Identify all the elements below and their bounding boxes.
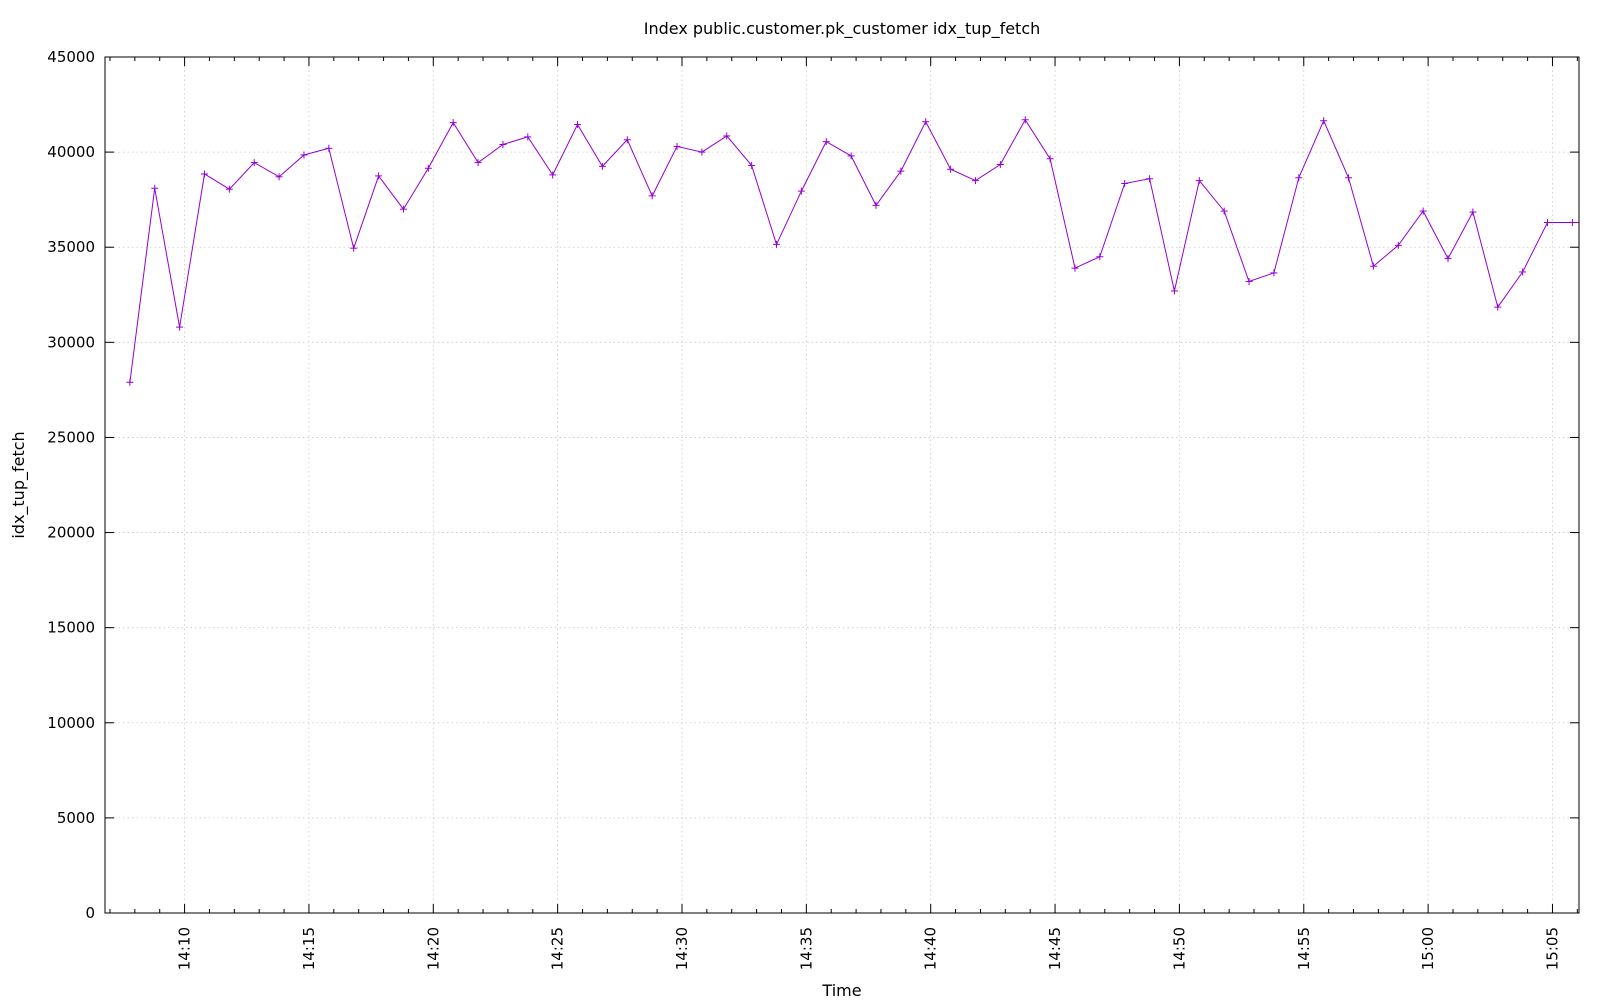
data-point: [797, 187, 805, 195]
y-tick-label: 45000: [47, 48, 95, 66]
data-point: [375, 172, 383, 180]
data-point: [897, 167, 905, 175]
data-point: [1469, 208, 1477, 216]
data-point: [250, 159, 258, 167]
data-point: [499, 141, 507, 149]
x-tick-label: 14:40: [922, 927, 940, 970]
x-tick-label: 14:35: [797, 927, 815, 970]
data-point: [598, 162, 606, 170]
data-point: [1494, 303, 1502, 311]
data-point: [151, 184, 159, 192]
y-tick-label: 10000: [47, 714, 95, 732]
data-point: [723, 132, 731, 140]
data-point: [1270, 269, 1278, 277]
x-tick-label: 15:05: [1543, 927, 1561, 970]
data-point: [300, 151, 308, 159]
data-point: [623, 136, 631, 144]
x-tick-label: 14:10: [176, 927, 194, 970]
x-ticks: 14:10 14:15 14:20 14:25 14:30 14:35 14:40 14:45…: [176, 57, 1561, 970]
data-point: [449, 119, 457, 127]
x-tick-label: 15:00: [1419, 927, 1437, 970]
data-point: [1071, 264, 1079, 272]
x-tick-label: 14:45: [1046, 927, 1064, 970]
data-point: [474, 159, 482, 167]
x-tick-label: 14:20: [424, 927, 442, 970]
x-tick-label: 14:30: [673, 927, 691, 970]
data-point: [524, 133, 532, 141]
data-point: [1195, 177, 1203, 185]
data-point: [1245, 277, 1253, 285]
x-tick-label: 14:15: [300, 927, 318, 970]
data-point: [1394, 241, 1402, 249]
data-point: [648, 192, 656, 200]
data-point: [126, 378, 134, 386]
data-point: [1146, 175, 1154, 183]
data-point: [822, 138, 830, 146]
data-point: [698, 148, 706, 156]
y-tick-label: 25000: [47, 428, 95, 446]
data-point: [275, 173, 283, 181]
data-point: [399, 205, 407, 213]
y-tick-label: 40000: [47, 143, 95, 161]
x-axis-label: Time: [821, 981, 861, 1000]
data-point: [1046, 155, 1054, 163]
data-point: [1295, 174, 1303, 182]
series: [126, 116, 1579, 386]
data-point: [1345, 174, 1353, 182]
y-axis-label: idx_tup_fetch: [9, 431, 29, 538]
x-tick-label: 14:25: [549, 927, 567, 970]
data-point: [1568, 218, 1576, 226]
data-point: [1121, 179, 1129, 187]
data-point: [424, 164, 432, 172]
series-line: [129, 118, 1579, 383]
data-point: [325, 144, 333, 152]
data-point: [872, 201, 880, 209]
plot-border: [104, 56, 1580, 914]
y-tick-label: 20000: [47, 524, 95, 542]
data-point: [1519, 268, 1527, 276]
y-ticks: 0 5000 10000 15000 20000 25000 30000 35000 40000…: [47, 48, 1579, 922]
y-tick-label: 15000: [47, 619, 95, 637]
y-tick-label: 0: [85, 904, 95, 922]
data-point: [549, 171, 557, 179]
data-point: [847, 152, 855, 160]
x-tick-label: 14:55: [1295, 927, 1313, 970]
data-point: [1369, 262, 1377, 270]
y-tick-label: 35000: [47, 238, 95, 256]
data-point: [947, 165, 955, 173]
data-point: [574, 121, 582, 129]
data-point: [773, 240, 781, 248]
data-point: [748, 161, 756, 169]
data-point: [1543, 218, 1551, 226]
x-minor-ticks: [109, 57, 1578, 913]
data-point: [1419, 207, 1427, 215]
data-point: [225, 185, 233, 193]
data-point: [1444, 255, 1452, 263]
data-point: [350, 244, 358, 252]
data-point: [176, 323, 184, 331]
x-tick-label: 14:50: [1170, 927, 1188, 970]
data-point: [1220, 207, 1228, 215]
chart-title: Index public.customer.pk_customer idx_tu…: [644, 19, 1041, 39]
data-point: [922, 118, 930, 126]
data-point: [200, 170, 208, 178]
data-point: [1170, 287, 1178, 295]
data-point: [673, 142, 681, 150]
data-point: [971, 177, 979, 185]
y-tick-label: 30000: [47, 333, 95, 351]
data-point: [1320, 117, 1328, 125]
data-point: [996, 160, 1004, 168]
data-point: [1021, 116, 1029, 124]
data-point: [1096, 253, 1104, 261]
y-tick-label: 5000: [57, 809, 95, 827]
grid: [105, 57, 1579, 913]
